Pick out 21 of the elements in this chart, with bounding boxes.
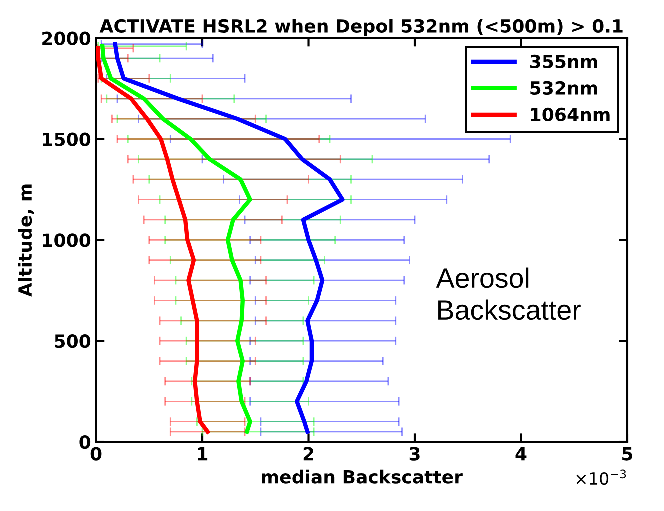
x-tick-label: 1 bbox=[198, 447, 208, 461]
x-tick-label: 3 bbox=[410, 447, 420, 461]
y-tick-label: 1000 bbox=[43, 234, 91, 248]
line-series bbox=[100, 44, 252, 434]
legend-label: 355nm bbox=[530, 54, 598, 69]
legend-label: 1064nm bbox=[531, 108, 610, 122]
y-tick-label: 0 bbox=[80, 435, 91, 450]
y-tick-label: 1500 bbox=[43, 132, 91, 146]
x-tick-label: 5 bbox=[622, 447, 632, 461]
legend-label: 532nm bbox=[530, 81, 598, 96]
chart-title: ACTIVATE HSRL2 when Depol 532nm (<500m) > 0.1 bbox=[100, 19, 623, 37]
y-tick-label: 500 bbox=[55, 334, 91, 348]
line-series bbox=[113, 42, 345, 434]
x-tick-label: 2 bbox=[304, 447, 314, 461]
text: ×10$^{−3}$ bbox=[576, 470, 626, 486]
y-axis-title: Altitude, m bbox=[18, 184, 34, 297]
x-axis-title: median Backscatter bbox=[262, 470, 463, 484]
x-tick-label: 4 bbox=[516, 447, 527, 461]
y-tick-label: 2000 bbox=[42, 32, 91, 46]
annotation: Aerosol Backscatter bbox=[436, 268, 581, 320]
x-tick-label: 0 bbox=[90, 447, 102, 461]
